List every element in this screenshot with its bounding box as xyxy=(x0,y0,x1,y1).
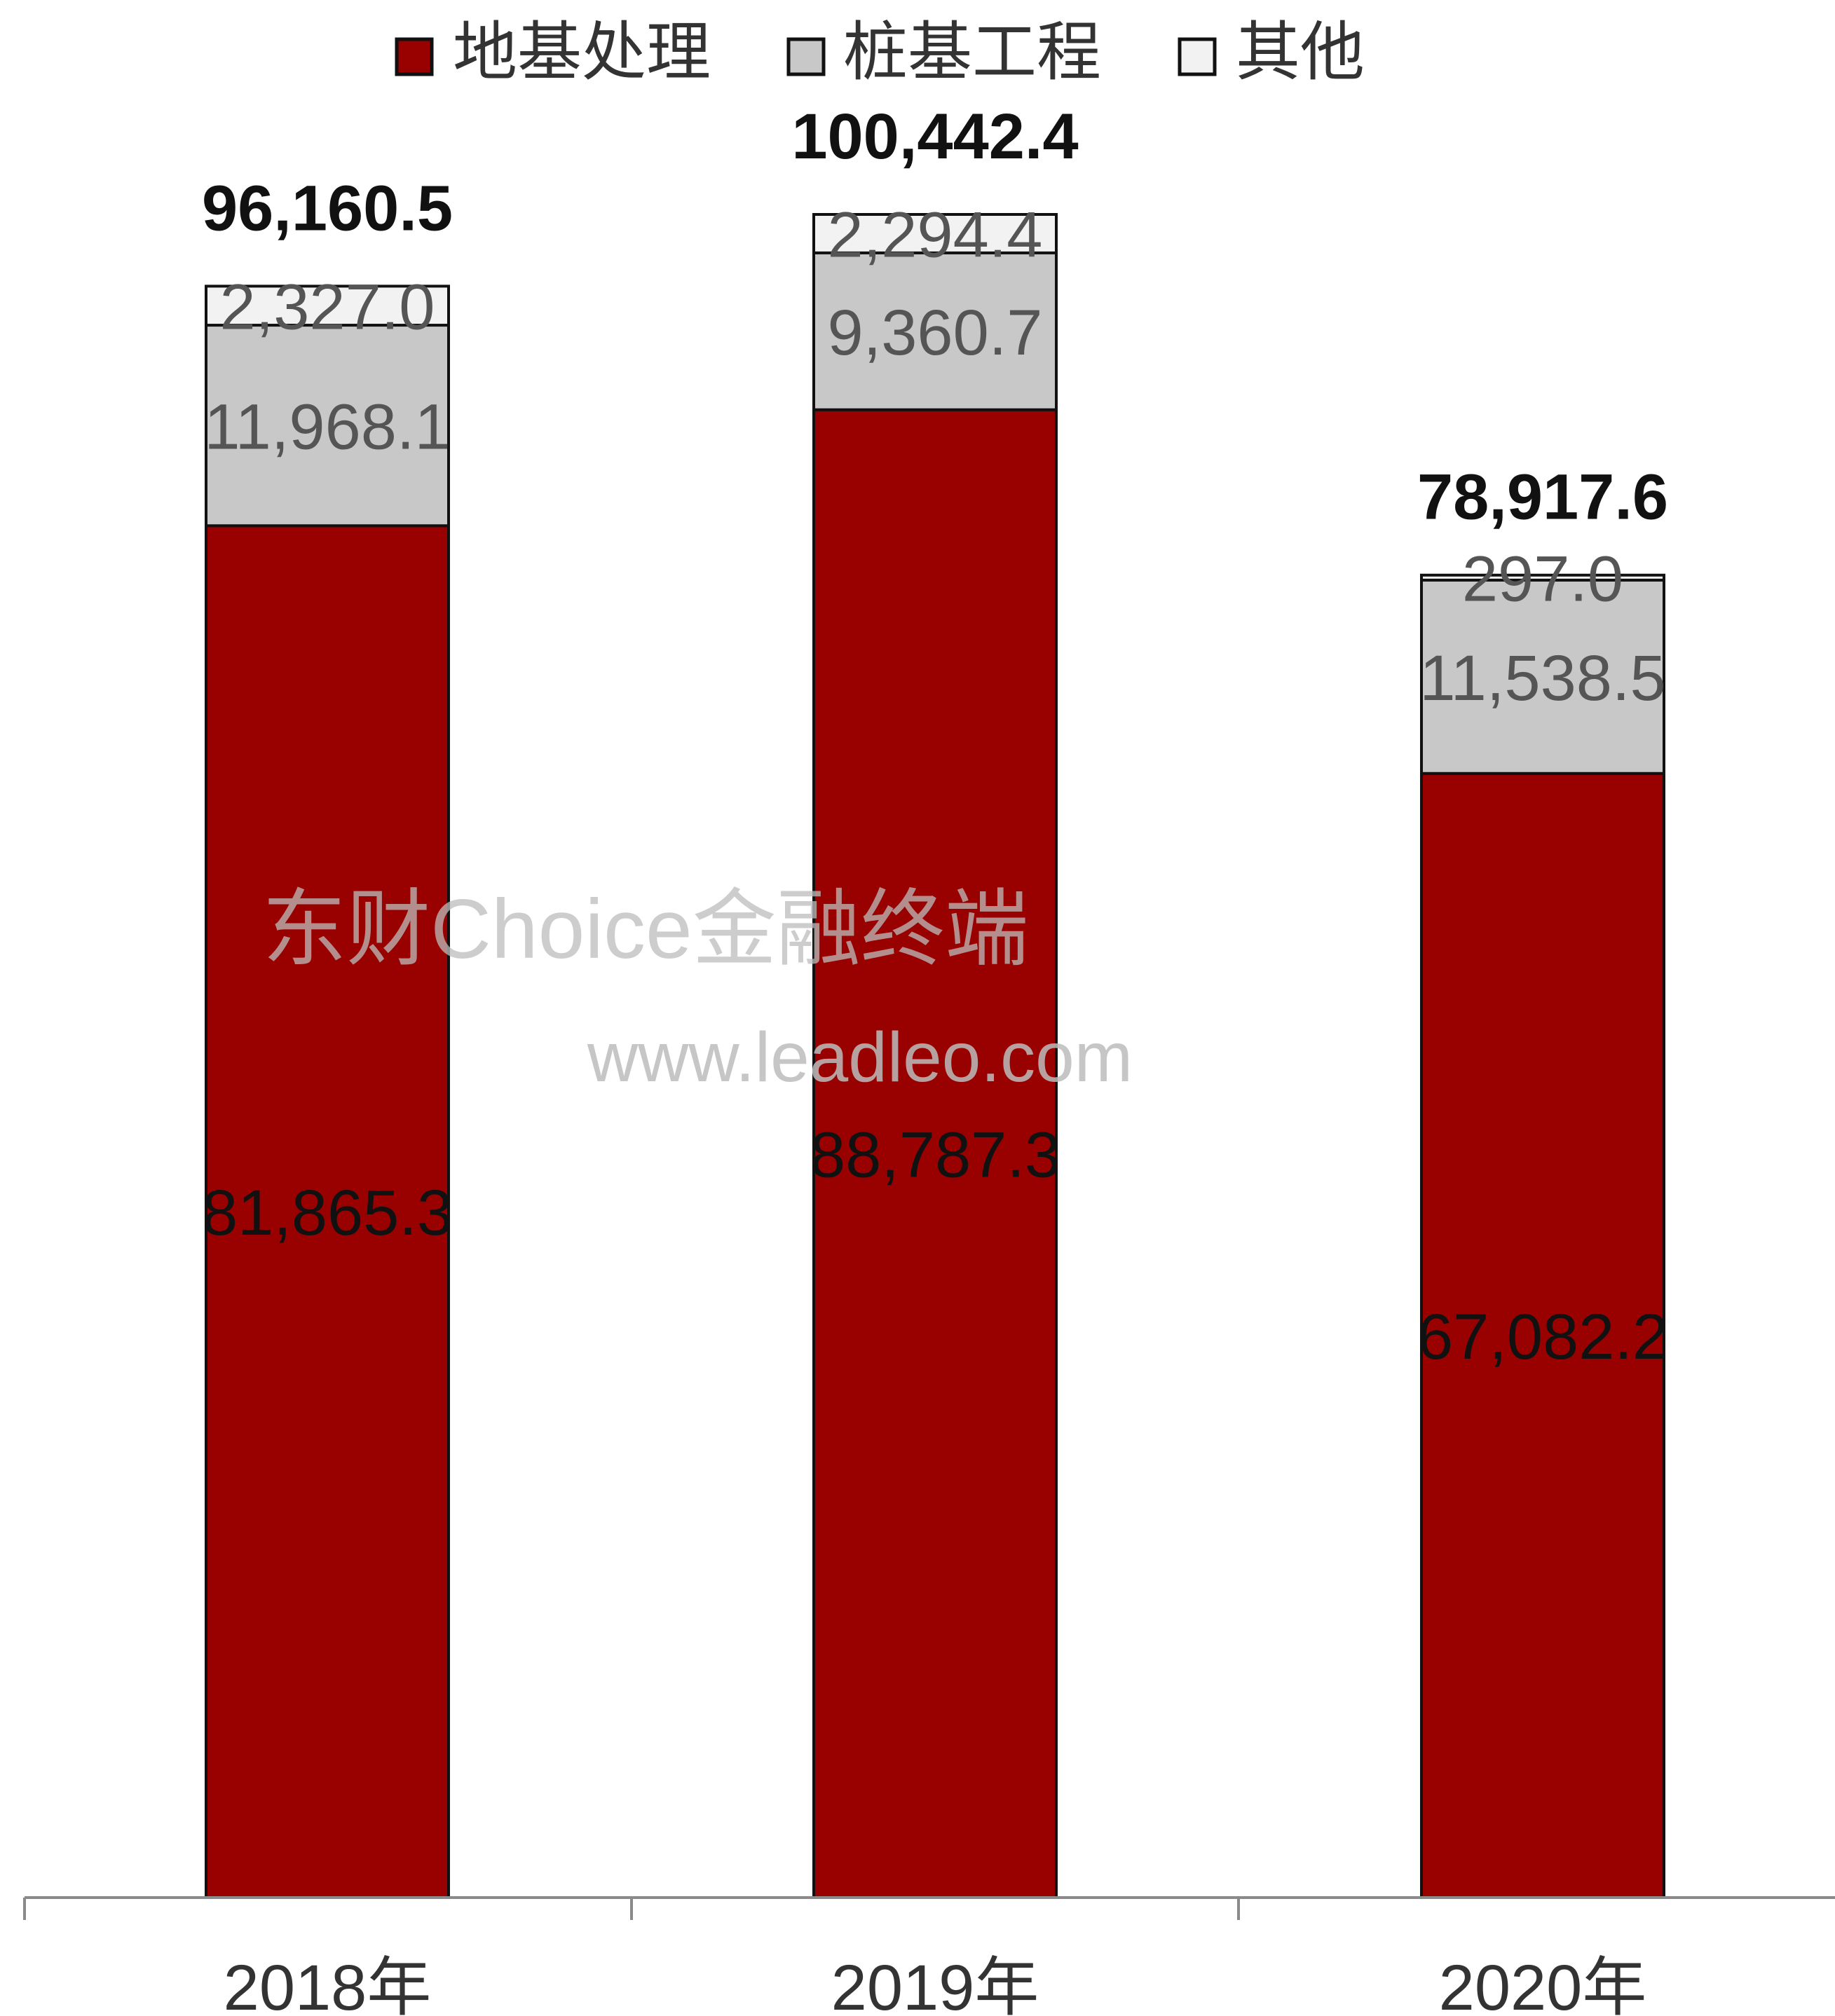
bar-segment-2-3 xyxy=(812,213,1058,254)
x-tick-label-1: 2018年 xyxy=(224,1952,432,2016)
legend-label-3: 其他 xyxy=(1236,17,1365,88)
bar-segment-1-2 xyxy=(205,324,450,528)
data-label-3-3: 297.0 xyxy=(1462,543,1623,615)
bar-segment-1-1 xyxy=(205,524,450,1899)
data-label-2-3: 2,294.4 xyxy=(828,200,1043,271)
bar-segment-3-3 xyxy=(1420,573,1665,582)
legend-swatch-1 xyxy=(395,37,434,76)
data-label-1-2: 11,968.1 xyxy=(204,391,450,462)
bar-segment-2-1 xyxy=(812,408,1058,1899)
data-label-3-1: 67,082.2 xyxy=(1417,1301,1668,1373)
legend-swatch-2 xyxy=(786,37,826,76)
total-label-1: 96,160.5 xyxy=(202,172,453,244)
total-label-3: 78,917.6 xyxy=(1417,462,1668,533)
legend-swatch-3 xyxy=(1178,37,1217,76)
data-label-1-1: 81,865.3 xyxy=(202,1177,453,1249)
data-label-2-1: 88,787.3 xyxy=(810,1119,1060,1191)
legend-label-2: 桩基工程 xyxy=(843,17,1101,88)
bar-segment-3-2 xyxy=(1420,578,1665,775)
data-label-2-2: 9,360.7 xyxy=(828,297,1043,369)
legend-label-1: 地基处理 xyxy=(453,17,711,88)
data-label-3-2: 11,538.5 xyxy=(1419,643,1665,714)
x-tick-label-3: 2020年 xyxy=(1439,1952,1647,2016)
data-labels-layer: 81,865.3 11,968.1 2,327.0 96,160.5 88,787.3 9… xyxy=(202,101,1668,1373)
bar-segment-2-2 xyxy=(812,251,1058,411)
bar-segment-1-3 xyxy=(205,284,450,327)
x-tick-label-2: 2019年 xyxy=(831,1952,1039,2016)
bars-layer xyxy=(205,213,1665,1899)
total-label-2: 100,442.4 xyxy=(791,101,1078,172)
x-axis: 2018年 2019年 2020年 xyxy=(23,1896,1835,2016)
data-label-1-3: 2,327.0 xyxy=(220,271,435,343)
chart-legend: 地基处理 桩基工程 其他 xyxy=(395,17,1365,88)
